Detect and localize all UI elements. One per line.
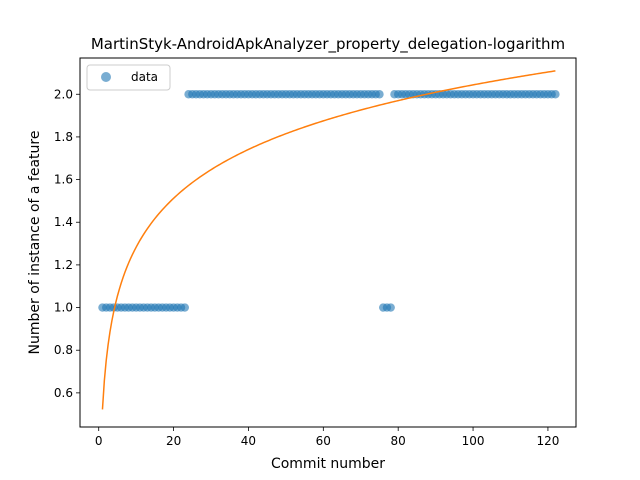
y-tick-label: 1.8 — [54, 130, 73, 144]
chart-title: MartinStyk-AndroidApkAnalyzer_property_d… — [91, 35, 565, 54]
x-tick-label: 120 — [536, 434, 559, 448]
scatter-point — [551, 90, 559, 98]
x-tick-label: 40 — [241, 434, 256, 448]
scatter-point — [181, 303, 189, 311]
y-tick-label: 0.6 — [54, 386, 73, 400]
x-tick-label: 60 — [316, 434, 331, 448]
x-tick-label: 20 — [166, 434, 181, 448]
y-tick-label: 2.0 — [54, 87, 73, 101]
scatter-point — [375, 90, 383, 98]
y-tick-label: 1.0 — [54, 301, 73, 315]
legend-marker-data — [101, 72, 111, 82]
y-tick-label: 1.4 — [54, 215, 73, 229]
y-tick-label: 1.6 — [54, 173, 73, 187]
y-axis-label: Number of instance of a feature — [27, 131, 43, 355]
y-tick-label: 0.8 — [54, 343, 73, 357]
x-tick-label: 100 — [462, 434, 485, 448]
legend: data — [87, 65, 170, 90]
x-axis-label: Commit number — [271, 456, 385, 472]
scatter-point — [387, 303, 395, 311]
legend-label-data: data — [131, 70, 158, 84]
y-tick-label: 1.2 — [54, 258, 73, 272]
x-tick-label: 0 — [95, 434, 103, 448]
x-tick-label: 80 — [391, 434, 406, 448]
